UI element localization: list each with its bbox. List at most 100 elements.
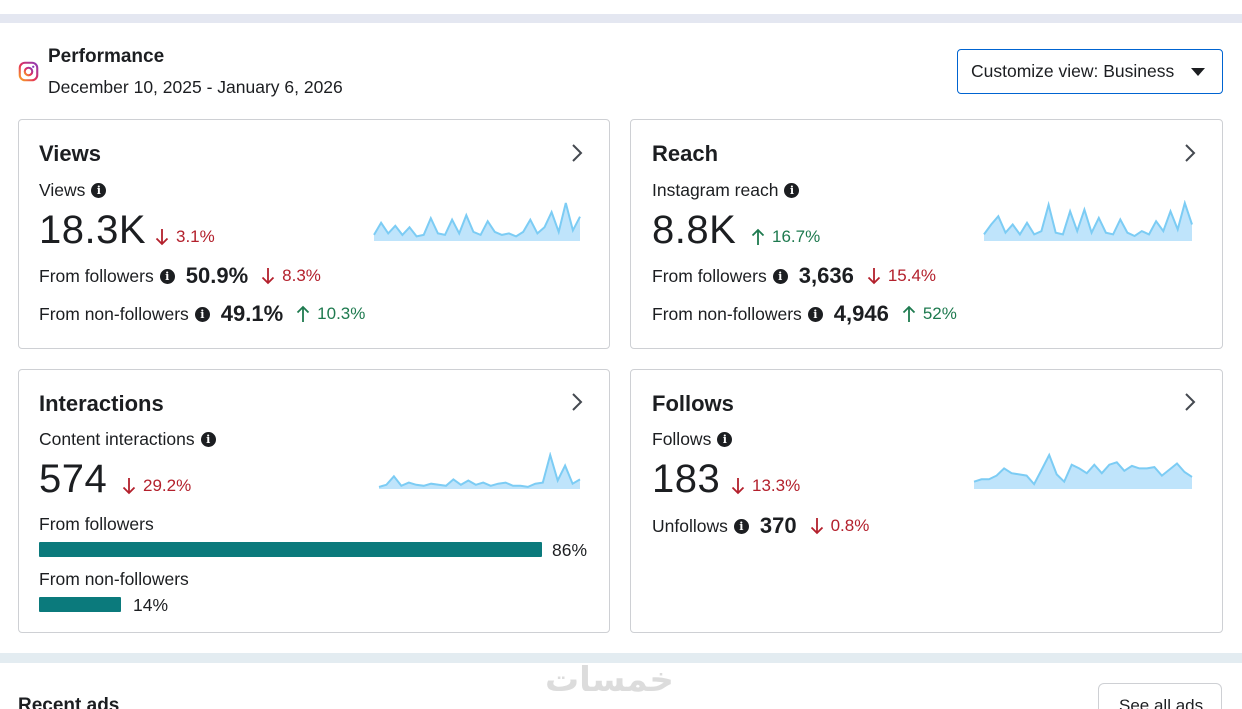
info-icon[interactable]: i xyxy=(772,268,788,284)
reach-change: 16.7% xyxy=(751,227,820,247)
section-divider xyxy=(0,653,1242,663)
reach-followers-change-text: 15.4% xyxy=(887,266,937,285)
views-sparkline-area xyxy=(374,203,580,241)
reach-followers-label: From followers xyxy=(652,265,767,286)
see-all-ads-button[interactable]: See all ads xyxy=(1098,683,1222,709)
reach-nonfollowers-label: From non-followers xyxy=(652,303,802,324)
reach-nonfollowers-change-text: 52% xyxy=(922,304,957,323)
reach-sparkline-line xyxy=(983,200,1193,238)
interactions-followers-pct: 86% xyxy=(552,540,588,560)
arrow-up-icon xyxy=(902,305,915,322)
follows-card[interactable] xyxy=(630,369,1223,633)
unfollows-change: 0.8% xyxy=(810,516,870,536)
unfollows-change-text: 0.8% xyxy=(830,516,870,535)
interactions-change: 29.2% xyxy=(122,476,191,496)
interactions-metric-label: Content interactions i xyxy=(39,429,216,450)
interactions-change-text: 29.2% xyxy=(143,476,192,495)
views-label-text: Views xyxy=(39,180,86,200)
views-followers-label: From followers xyxy=(39,265,154,286)
info-icon[interactable]: i xyxy=(159,268,175,284)
follows-value: 183 xyxy=(652,457,721,501)
interactions-card[interactable] xyxy=(18,369,610,633)
views-change-text: 3.1% xyxy=(176,227,215,246)
info-icon[interactable]: i xyxy=(807,306,823,322)
interactions-nonfollowers-pct: 14% xyxy=(133,595,169,615)
views-nonfollowers-label: From non-followers xyxy=(39,303,189,324)
interactions-nonfollowers-bar xyxy=(39,597,121,612)
reach-nonfollowers-change: 52% xyxy=(902,304,957,324)
views-nonfollowers-row: From non-followers i 49.1% 10.3% xyxy=(39,301,365,327)
recent-ads-panel xyxy=(0,663,1242,709)
unfollows-label: Unfollows xyxy=(652,515,728,536)
reach-metric-label: Instagram reach i xyxy=(652,180,800,201)
arrow-up-icon xyxy=(297,305,310,322)
chevron-right-icon[interactable] xyxy=(1183,143,1197,163)
chevron-right-icon[interactable] xyxy=(1183,392,1197,412)
follows-card-title: Follows xyxy=(652,391,734,416)
arrow-up-icon xyxy=(751,228,765,245)
views-metric-label: Views i xyxy=(39,180,107,201)
reach-value: 8.8K xyxy=(652,208,737,252)
views-followers-change-text: 8.3% xyxy=(282,266,321,285)
unfollows-value: 370 xyxy=(759,513,797,538)
arrow-down-icon xyxy=(810,518,823,535)
chevron-right-icon[interactable] xyxy=(570,392,584,412)
views-nonfollowers-value: 49.1% xyxy=(220,301,284,326)
interactions-value: 574 xyxy=(39,457,108,501)
reach-card-title: Reach xyxy=(652,141,719,166)
caret-down-icon xyxy=(1191,68,1205,76)
reach-nonfollowers-value: 4,946 xyxy=(833,301,889,326)
views-sparkline-line xyxy=(373,202,581,238)
views-followers-value: 50.9% xyxy=(185,263,249,288)
interactions-nonfollowers-label: From non-followers xyxy=(39,569,189,589)
info-icon[interactable]: i xyxy=(784,183,800,198)
reach-followers-value: 3,636 xyxy=(798,263,854,288)
chevron-right-icon[interactable] xyxy=(570,143,584,163)
info-icon[interactable]: i xyxy=(194,306,210,322)
arrow-down-icon xyxy=(262,268,275,285)
follows-change: 13.3% xyxy=(731,476,800,496)
follows-metric-label: Follows i xyxy=(652,429,733,450)
interactions-followers-label: From followers xyxy=(39,514,154,534)
page-title: Performance xyxy=(48,46,165,67)
arrow-down-icon xyxy=(731,478,745,495)
top-divider xyxy=(0,14,1242,23)
unfollows-row: Unfollows i 370 0.8% xyxy=(652,513,869,539)
follows-change-text: 13.3% xyxy=(752,476,801,495)
info-icon[interactable]: i xyxy=(91,183,107,198)
reach-nonfollowers-row: From non-followers i 4,946 52% xyxy=(652,301,957,327)
instagram-icon xyxy=(18,61,39,82)
arrow-down-icon xyxy=(867,268,880,285)
follows-sparkline-area xyxy=(974,455,1192,489)
interactions-sparkline-area xyxy=(379,455,580,489)
views-followers-change: 8.3% xyxy=(261,266,321,286)
follows-sparkline-line xyxy=(973,452,1193,486)
follows-sparkline xyxy=(973,452,1193,489)
reach-change-text: 16.7% xyxy=(772,227,821,246)
arrow-down-icon xyxy=(122,478,136,495)
arrow-down-icon xyxy=(155,229,169,246)
customize-view-dropdown[interactable]: Customize view: Business xyxy=(957,49,1223,94)
interactions-sparkline xyxy=(378,452,581,489)
views-card-title: Views xyxy=(39,141,101,166)
interactions-label-text: Content interactions xyxy=(39,429,195,449)
views-change: 3.1% xyxy=(155,227,215,247)
views-value: 18.3K xyxy=(39,208,147,252)
reach-followers-row: From followers i 3,636 15.4% xyxy=(652,263,936,289)
views-sparkline xyxy=(373,202,581,241)
views-followers-row: From followers i 50.9% 8.3% xyxy=(39,263,321,289)
interactions-sparkline-line xyxy=(378,452,581,488)
reach-followers-change: 15.4% xyxy=(867,266,936,286)
interactions-followers-bar xyxy=(39,542,542,557)
watermark: خمسات xyxy=(545,660,674,700)
info-icon[interactable]: i xyxy=(717,432,733,447)
reach-label-text: Instagram reach xyxy=(652,180,779,200)
views-nonfollowers-change-text: 10.3% xyxy=(317,304,366,323)
info-icon[interactable]: i xyxy=(733,518,749,534)
customize-view-label: Customize view: Business xyxy=(971,61,1175,81)
reach-sparkline xyxy=(983,200,1193,241)
info-icon[interactable]: i xyxy=(200,432,216,447)
date-range: December 10, 2025 - January 6, 2026 xyxy=(48,77,343,97)
recent-ads-heading: Recent ads xyxy=(18,695,120,709)
views-nonfollowers-change: 10.3% xyxy=(296,304,365,324)
